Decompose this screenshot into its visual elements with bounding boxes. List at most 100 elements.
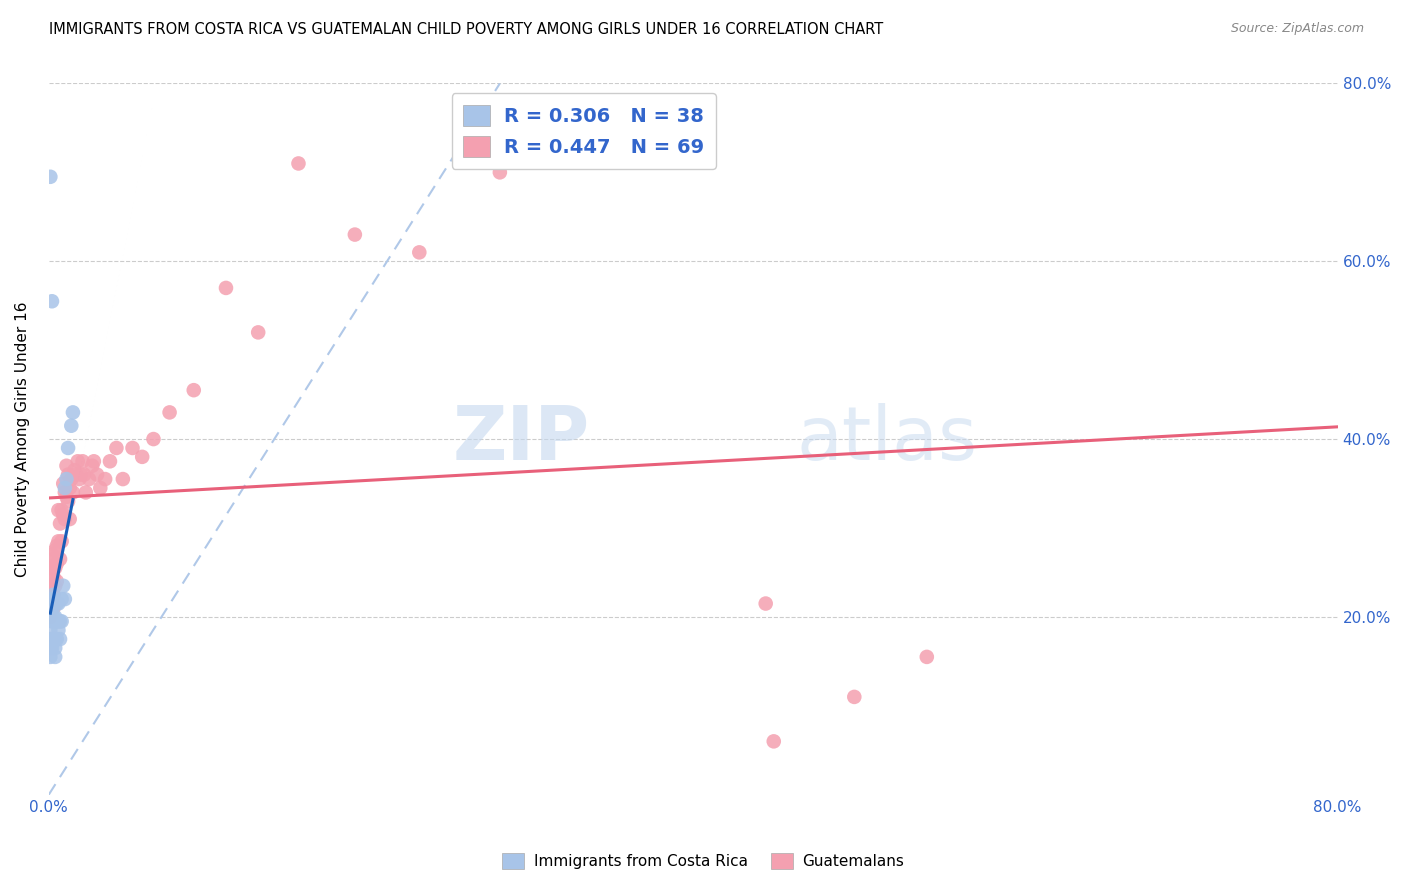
Point [55, 472, 77, 486]
Point [48, 503, 70, 517]
Point [53, 481, 76, 495]
Point [609, 112, 631, 126]
Point [131, 450, 153, 464]
Point [49, 632, 72, 646]
Point [51, 534, 73, 549]
Point [915, 649, 938, 664]
Point [48, 615, 70, 629]
Point [39, 640, 62, 655]
Point [42, 588, 65, 602]
Point [56, 494, 79, 508]
Point [77, 472, 100, 486]
Point [86, 467, 108, 482]
Point [42, 552, 65, 566]
Point [39, 561, 62, 575]
Point [489, 165, 512, 179]
Point [42, 570, 65, 584]
Point [142, 432, 165, 446]
Point [755, 597, 778, 611]
Point [762, 734, 785, 748]
Point [53, 485, 76, 500]
Point [65, 467, 87, 482]
Point [89, 481, 111, 495]
Text: IMMIGRANTS FROM COSTA RICA VS GUATEMALAN CHILD POVERTY AMONG GIRLS UNDER 16 CORR: IMMIGRANTS FROM COSTA RICA VS GUATEMALAN… [49, 22, 883, 37]
Point [39, 597, 62, 611]
Point [39, 610, 62, 624]
Point [39, 624, 62, 638]
Text: ZIP: ZIP [453, 402, 591, 475]
Point [83, 454, 105, 468]
Point [42, 588, 65, 602]
Point [48, 624, 70, 638]
Point [59, 481, 82, 495]
Point [70, 467, 93, 482]
Point [52, 508, 75, 522]
Point [63, 463, 86, 477]
Point [53, 512, 76, 526]
Point [215, 281, 238, 295]
Point [45, 632, 67, 646]
Point [41, 615, 63, 629]
Point [41, 548, 63, 562]
Point [98, 454, 121, 468]
Point [41, 632, 63, 646]
Point [42, 601, 65, 615]
Point [45, 574, 67, 589]
Point [44, 561, 66, 575]
Point [48, 534, 70, 549]
Point [44, 640, 66, 655]
Point [45, 597, 67, 611]
Point [52, 476, 75, 491]
Point [44, 610, 66, 624]
Point [41, 566, 63, 580]
Point [67, 472, 90, 486]
Point [39, 597, 62, 611]
Point [247, 326, 270, 340]
Point [53, 592, 76, 607]
Point [41, 592, 63, 607]
Point [62, 485, 84, 500]
Point [51, 592, 73, 607]
Point [56, 467, 79, 482]
Point [121, 441, 143, 455]
Point [42, 632, 65, 646]
Point [39, 649, 62, 664]
Y-axis label: Child Poverty Among Girls Under 16: Child Poverty Among Girls Under 16 [15, 301, 30, 577]
Point [45, 539, 67, 553]
Point [39, 610, 62, 624]
Point [49, 615, 72, 629]
Point [343, 227, 366, 242]
Point [56, 441, 79, 455]
Point [44, 649, 66, 664]
Text: Source: ZipAtlas.com: Source: ZipAtlas.com [1230, 22, 1364, 36]
Point [39, 583, 62, 598]
Point [41, 592, 63, 607]
Legend: Immigrants from Costa Rica, Guatemalans: Immigrants from Costa Rica, Guatemalans [495, 847, 911, 875]
Point [44, 543, 66, 558]
Point [159, 405, 181, 419]
Point [48, 597, 70, 611]
Point [41, 294, 63, 309]
Point [51, 615, 73, 629]
Point [62, 405, 84, 419]
Point [60, 418, 83, 433]
Point [183, 383, 205, 397]
Legend: R = 0.306   N = 38, R = 0.447   N = 69: R = 0.306 N = 38, R = 0.447 N = 69 [451, 93, 716, 169]
Point [82, 458, 104, 473]
Point [105, 441, 128, 455]
Point [41, 579, 63, 593]
Point [287, 156, 309, 170]
Point [55, 458, 77, 473]
Point [75, 485, 97, 500]
Point [55, 490, 77, 504]
Point [59, 512, 82, 526]
Point [42, 610, 65, 624]
Point [60, 472, 83, 486]
Point [72, 454, 94, 468]
Point [51, 503, 73, 517]
Point [42, 615, 65, 629]
Point [94, 472, 117, 486]
Point [44, 632, 66, 646]
Point [66, 454, 89, 468]
Point [45, 615, 67, 629]
